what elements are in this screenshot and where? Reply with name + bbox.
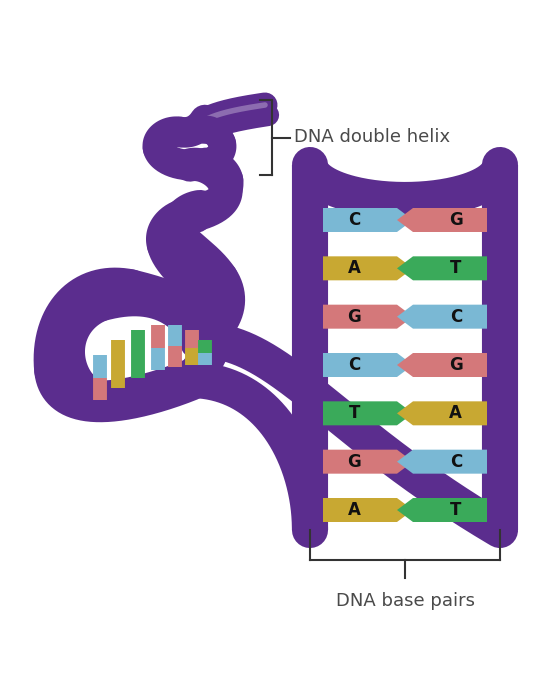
Text: A: A <box>348 501 360 519</box>
Text: C: C <box>348 211 360 229</box>
Text: T: T <box>450 501 462 519</box>
FancyArrow shape <box>323 256 413 280</box>
FancyArrow shape <box>323 208 413 232</box>
Text: DNA double helix: DNA double helix <box>294 129 450 146</box>
FancyArrow shape <box>397 304 487 329</box>
Text: G: G <box>347 453 361 470</box>
Text: DNA base pairs: DNA base pairs <box>335 592 475 610</box>
Text: G: G <box>449 356 463 374</box>
Text: T: T <box>450 259 462 277</box>
FancyArrow shape <box>323 449 413 474</box>
FancyArrow shape <box>397 353 487 377</box>
FancyArrow shape <box>397 208 487 232</box>
Text: G: G <box>347 308 361 326</box>
FancyArrow shape <box>323 353 413 377</box>
Text: G: G <box>449 211 463 229</box>
Text: C: C <box>449 453 462 470</box>
FancyArrow shape <box>397 449 487 474</box>
Text: C: C <box>449 308 462 326</box>
FancyArrow shape <box>323 304 413 329</box>
FancyArrow shape <box>397 256 487 280</box>
Text: A: A <box>449 405 462 422</box>
FancyArrow shape <box>397 401 487 426</box>
FancyArrow shape <box>323 498 413 522</box>
FancyArrow shape <box>397 498 487 522</box>
Text: C: C <box>348 356 360 374</box>
Text: T: T <box>349 405 360 422</box>
Text: A: A <box>348 259 360 277</box>
FancyArrow shape <box>323 401 413 426</box>
